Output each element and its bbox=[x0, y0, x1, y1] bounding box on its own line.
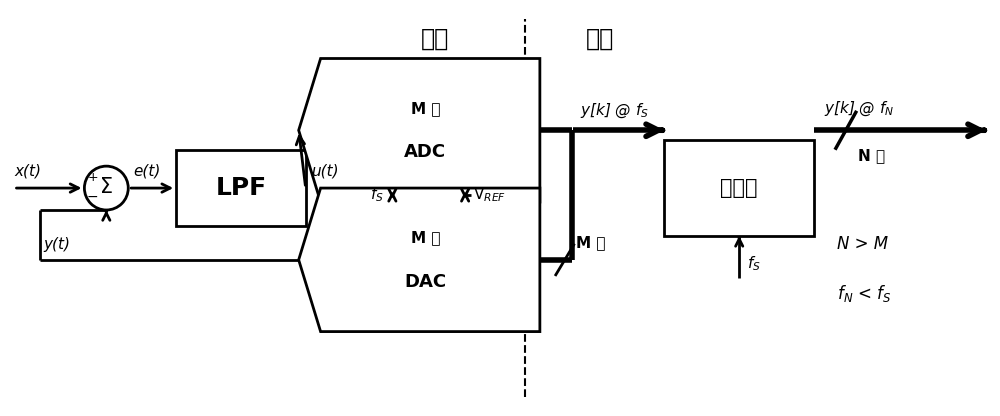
Text: V$_{REF}$: V$_{REF}$ bbox=[473, 186, 506, 204]
Text: f$_N$ < f$_S$: f$_N$ < f$_S$ bbox=[837, 283, 892, 304]
Text: ADC: ADC bbox=[404, 143, 446, 161]
Text: x(t): x(t) bbox=[15, 163, 42, 178]
Text: N > M: N > M bbox=[837, 235, 888, 253]
Text: N 位: N 位 bbox=[858, 148, 885, 163]
Text: −: − bbox=[86, 190, 98, 204]
Text: DAC: DAC bbox=[404, 273, 446, 291]
Text: $\Sigma$: $\Sigma$ bbox=[99, 177, 113, 197]
Text: M 位: M 位 bbox=[411, 101, 440, 116]
Text: e(t): e(t) bbox=[133, 163, 161, 178]
Text: M 位: M 位 bbox=[576, 235, 605, 250]
Text: y[k] @ f$_S$: y[k] @ f$_S$ bbox=[580, 102, 649, 120]
Bar bbox=[176, 150, 306, 226]
Text: y[k] @ f$_N$: y[k] @ f$_N$ bbox=[824, 100, 894, 118]
Text: 数字: 数字 bbox=[586, 27, 614, 51]
Bar bbox=[664, 140, 814, 236]
Text: u(t): u(t) bbox=[311, 163, 338, 178]
Text: 抽取器: 抽取器 bbox=[720, 178, 758, 198]
Text: 模拟: 模拟 bbox=[421, 27, 449, 51]
Text: LPF: LPF bbox=[215, 176, 266, 200]
Polygon shape bbox=[299, 59, 540, 202]
Text: M 位: M 位 bbox=[411, 230, 440, 245]
Text: +: + bbox=[87, 171, 98, 184]
Text: y(t): y(t) bbox=[44, 237, 71, 252]
Text: f$_S$: f$_S$ bbox=[747, 254, 761, 273]
Polygon shape bbox=[299, 188, 540, 332]
Text: f$_S$: f$_S$ bbox=[370, 186, 384, 204]
